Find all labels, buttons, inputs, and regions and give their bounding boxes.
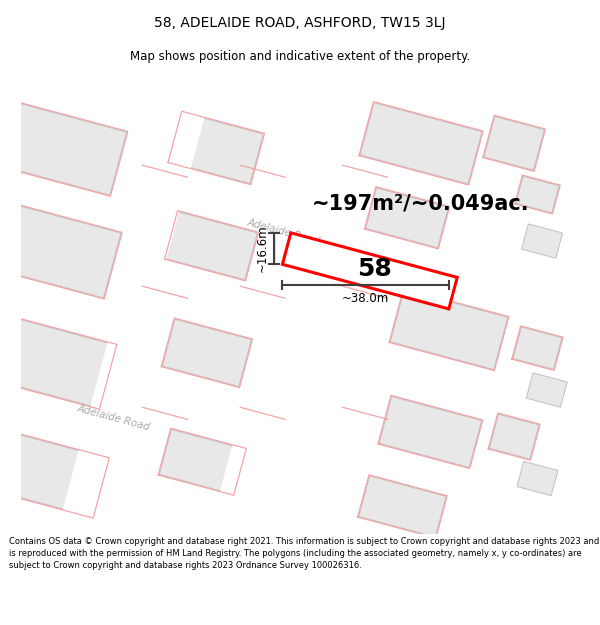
Text: ~197m²/~0.049ac.: ~197m²/~0.049ac. bbox=[312, 194, 530, 214]
Polygon shape bbox=[166, 212, 257, 280]
Polygon shape bbox=[20, 78, 580, 534]
Polygon shape bbox=[360, 102, 482, 184]
Polygon shape bbox=[390, 289, 508, 369]
Text: ~38.0m: ~38.0m bbox=[342, 292, 389, 305]
Polygon shape bbox=[0, 0, 309, 625]
Polygon shape bbox=[513, 327, 562, 369]
Polygon shape bbox=[517, 461, 558, 496]
Polygon shape bbox=[0, 101, 127, 195]
Text: 58, ADELAIDE ROAD, ASHFORD, TW15 3LJ: 58, ADELAIDE ROAD, ASHFORD, TW15 3LJ bbox=[154, 16, 446, 31]
Text: Adelaide Road: Adelaide Road bbox=[76, 403, 151, 432]
Polygon shape bbox=[490, 414, 539, 459]
Polygon shape bbox=[0, 316, 116, 408]
Polygon shape bbox=[521, 224, 563, 258]
Polygon shape bbox=[169, 112, 263, 184]
Polygon shape bbox=[484, 116, 544, 170]
Polygon shape bbox=[0, 431, 108, 517]
Text: ~16.6m: ~16.6m bbox=[256, 225, 269, 272]
Text: Contains OS data © Crown copyright and database right 2021. This information is : Contains OS data © Crown copyright and d… bbox=[9, 537, 599, 571]
Polygon shape bbox=[163, 319, 251, 386]
Polygon shape bbox=[102, 0, 473, 625]
Polygon shape bbox=[102, 0, 473, 625]
Polygon shape bbox=[516, 176, 559, 213]
Polygon shape bbox=[359, 476, 446, 537]
Polygon shape bbox=[283, 233, 457, 309]
Polygon shape bbox=[0, 203, 121, 298]
Polygon shape bbox=[365, 188, 448, 248]
Polygon shape bbox=[160, 429, 245, 494]
Polygon shape bbox=[526, 373, 567, 408]
Text: Adelaide Road: Adelaide Road bbox=[245, 217, 321, 246]
Text: Map shows position and indicative extent of the property.: Map shows position and indicative extent… bbox=[130, 50, 470, 62]
Polygon shape bbox=[379, 396, 482, 468]
Text: 58: 58 bbox=[357, 257, 392, 281]
Polygon shape bbox=[0, 0, 309, 625]
